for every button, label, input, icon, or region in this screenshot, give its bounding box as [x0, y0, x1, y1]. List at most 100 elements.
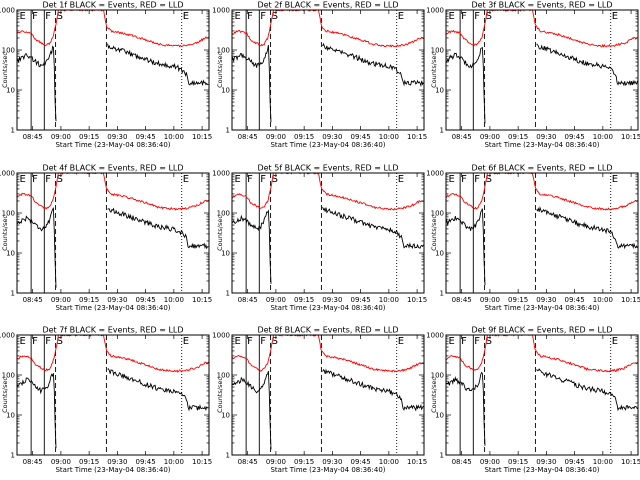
x-tick-label: 09:30: [536, 458, 556, 466]
marker-label: E: [183, 336, 189, 347]
x-tick-label: 08:45: [238, 296, 258, 304]
x-tick-label: 09:00: [51, 296, 71, 304]
y-tick-label: 10: [6, 412, 15, 420]
y-tick-label: 100: [2, 47, 15, 55]
marker-label: S: [272, 336, 278, 347]
plot-frame: [16, 334, 210, 456]
series-events: [17, 368, 209, 449]
marker-label: S: [57, 336, 63, 347]
x-tick-label: 09:30: [536, 296, 556, 304]
y-tick-label: 100: [217, 372, 230, 380]
marker-label: E: [612, 174, 618, 185]
marker-label: E: [449, 336, 455, 347]
x-tick-label: 10:00: [379, 458, 399, 466]
marker-label: S: [486, 336, 492, 347]
y-tick-label: 1: [440, 127, 444, 135]
x-tick-label: 09:15: [294, 458, 314, 466]
panel-title: Det 1f BLACK = Events, RED = LLD: [42, 1, 183, 10]
y-tick-label: 1000: [212, 170, 230, 178]
series-lld: [232, 173, 424, 211]
marker-label: F: [247, 174, 253, 185]
y-tick-label: 100: [431, 372, 444, 380]
panel-title: Det 6f BLACK = Events, RED = LLD: [471, 164, 612, 173]
x-axis-label: Start Time (23-May-04 08:36:40): [484, 141, 599, 149]
x-tick-label: 09:00: [266, 133, 286, 141]
x-tick-label: 09:00: [51, 133, 71, 141]
plot-frame: [231, 172, 425, 294]
x-tick-label: 09:15: [294, 296, 314, 304]
panel-title: Det 8f BLACK = Events, RED = LLD: [257, 326, 398, 335]
x-tick-label: 09:30: [322, 458, 342, 466]
marker-label: E: [235, 336, 241, 347]
y-tick-label: 1000: [426, 332, 444, 340]
y-tick-label: 10: [435, 412, 444, 420]
y-tick-label: 1: [226, 290, 230, 298]
plot-frame: [16, 9, 210, 131]
y-tick-label: 1000: [426, 170, 444, 178]
y-axis-label: Counts/sec: [216, 52, 224, 88]
y-axis-label: Counts/sec: [216, 377, 224, 413]
series-events: [446, 205, 638, 286]
marker-label: F: [474, 336, 480, 347]
x-tick-label: 09:15: [79, 296, 99, 304]
x-tick-label: 10:00: [593, 458, 613, 466]
marker-label: E: [398, 336, 404, 347]
y-tick-label: 1000: [212, 7, 230, 15]
plot-frame: [16, 172, 210, 294]
x-axis-label: Start Time (23-May-04 08:36:40): [270, 466, 385, 474]
marker-label: F: [461, 336, 467, 347]
y-tick-label: 100: [431, 47, 444, 55]
x-axis-label: Start Time (23-May-04 08:36:40): [55, 304, 170, 312]
x-tick-label: 08:45: [452, 458, 472, 466]
series-lld: [446, 10, 638, 48]
marker-label: E: [183, 174, 189, 185]
marker-label: E: [183, 11, 189, 22]
y-tick-label: 1: [11, 452, 15, 460]
x-tick-label: 09:30: [107, 458, 127, 466]
y-tick-label: 10: [221, 250, 230, 258]
x-tick-label: 09:45: [565, 458, 585, 466]
y-axis-label: Counts/sec: [430, 377, 438, 413]
y-tick-label: 10: [6, 250, 15, 258]
x-tick-label: 08:45: [238, 458, 258, 466]
x-tick-label: 08:45: [452, 296, 472, 304]
panel-title: Det 9f BLACK = Events, RED = LLD: [471, 326, 612, 335]
x-tick-label: 10:00: [164, 458, 184, 466]
x-tick-label: 08:45: [238, 133, 258, 141]
y-tick-label: 1000: [0, 7, 15, 15]
x-tick-label: 09:30: [107, 296, 127, 304]
x-tick-label: 10:15: [621, 458, 640, 466]
series-lld: [17, 335, 209, 373]
panel-title: Det 4f BLACK = Events, RED = LLD: [42, 164, 183, 173]
x-tick-label: 10:00: [379, 296, 399, 304]
x-tick-label: 09:30: [107, 133, 127, 141]
marker-label: F: [461, 11, 467, 22]
series-lld: [446, 173, 638, 211]
marker-label: F: [32, 174, 38, 185]
marker-label: S: [486, 11, 492, 22]
x-tick-label: 09:30: [322, 133, 342, 141]
y-axis-label: Counts/sec: [216, 215, 224, 251]
x-tick-label: 10:15: [621, 133, 640, 141]
x-tick-label: 09:45: [136, 458, 156, 466]
x-tick-label: 09:30: [536, 133, 556, 141]
marker-label: S: [272, 11, 278, 22]
plot-frame: [231, 334, 425, 456]
plot-frame: [445, 172, 639, 294]
marker-label: F: [32, 336, 38, 347]
marker-label: E: [612, 336, 618, 347]
plot-frame: [231, 9, 425, 131]
x-axis-label: Start Time (23-May-04 08:36:40): [55, 141, 170, 149]
x-tick-label: 10:15: [407, 133, 427, 141]
y-tick-label: 1: [11, 127, 15, 135]
marker-label: F: [461, 174, 467, 185]
x-tick-label: 10:00: [164, 133, 184, 141]
marker-label: F: [45, 174, 51, 185]
marker-label: F: [474, 11, 480, 22]
marker-label: E: [20, 11, 26, 22]
y-tick-label: 100: [2, 210, 15, 218]
marker-label: E: [449, 11, 455, 22]
